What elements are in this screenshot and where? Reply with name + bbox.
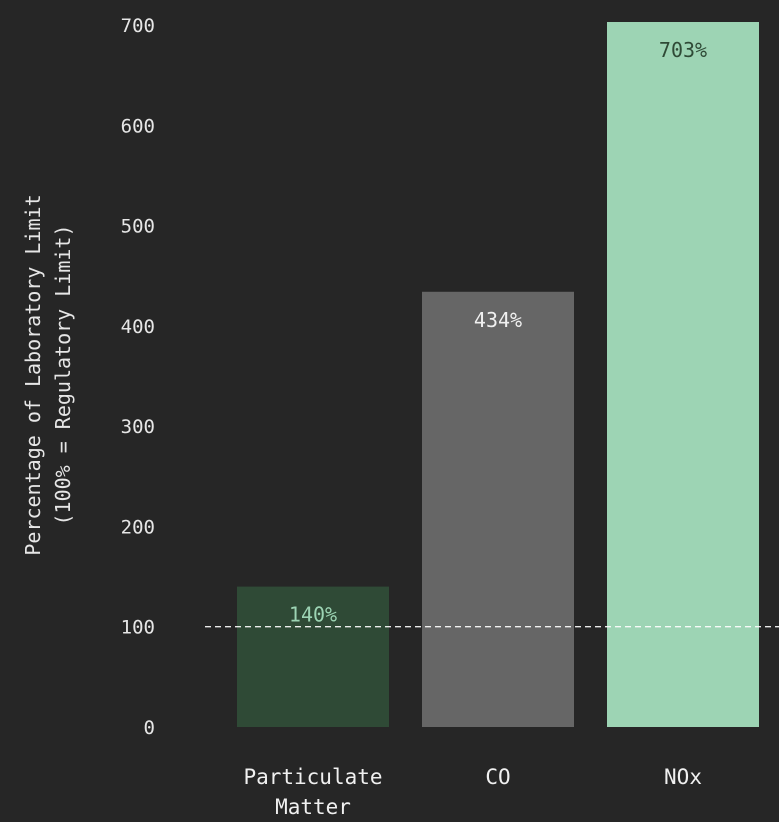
y-tick-label: 300 [121, 416, 155, 438]
y-tick-label: 0 [144, 717, 155, 739]
category-label: NOx [664, 765, 702, 789]
bar [607, 22, 759, 727]
y-axis-title-line-1: Percentage of Laboratory Limit [21, 194, 45, 555]
data-label: 140% [289, 603, 337, 627]
y-axis-ticks: 0 100 200 300 400 500 600 700 [121, 15, 155, 739]
y-tick-label: 200 [121, 516, 155, 538]
y-axis-title-line-2: (100% = Regulatory Limit) [51, 224, 75, 525]
bar [422, 292, 574, 727]
y-tick-label: 700 [121, 15, 155, 37]
y-tick-label: 600 [121, 115, 155, 137]
category-label: Particulate [243, 765, 382, 789]
x-axis-category-labels: Particulate Matter CO NOx [243, 765, 702, 819]
category-label: CO [485, 765, 510, 789]
y-tick-label: 500 [121, 216, 155, 238]
y-axis-title: Percentage of Laboratory Limit (100% = R… [21, 194, 75, 555]
data-label: 434% [474, 308, 522, 332]
y-tick-label: 100 [121, 617, 155, 639]
category-label: Matter [275, 795, 351, 819]
data-label: 703% [659, 38, 707, 62]
y-tick-label: 400 [121, 316, 155, 338]
